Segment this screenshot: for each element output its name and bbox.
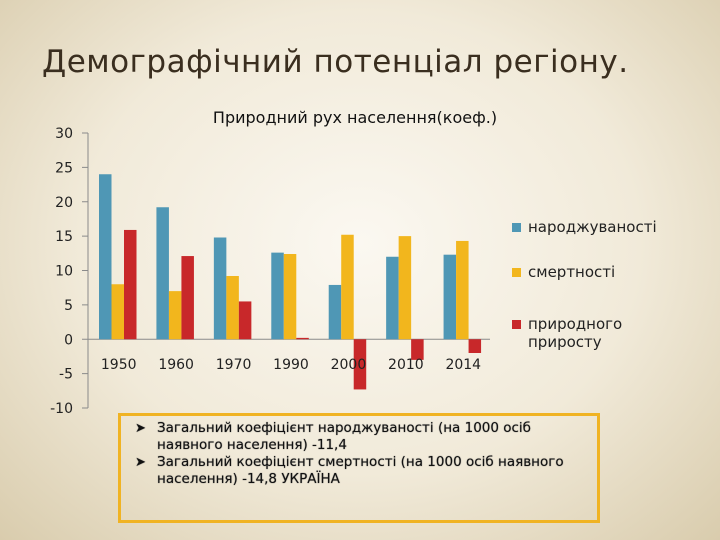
bar	[156, 207, 169, 340]
chart-legend: народжуваності смертності природного прирос…	[512, 218, 657, 351]
bar	[111, 284, 124, 340]
y-tick-label: 20	[55, 195, 73, 211]
bar	[468, 339, 482, 353]
x-category-label: 1950	[101, 357, 137, 373]
bar	[181, 256, 194, 340]
bar	[353, 339, 367, 390]
note-text: Загальний коефіцієнт народжуваності (на …	[157, 420, 532, 453]
page-title: Демографічний потенціал регіону.	[42, 44, 629, 80]
bar	[213, 237, 227, 340]
legend-swatch	[512, 223, 521, 232]
bar	[271, 252, 284, 340]
legend-swatch	[512, 320, 521, 329]
bar	[443, 254, 457, 340]
y-tick-label: 15	[55, 229, 73, 245]
x-category-label: 1990	[273, 357, 309, 373]
x-category-label: 1970	[216, 357, 252, 373]
y-tick-label: 0	[64, 332, 73, 348]
y-tick-label: 25	[55, 160, 73, 176]
legend-label: смертності	[528, 263, 615, 281]
legend-label: природного приросту	[528, 315, 622, 351]
y-tick-label: 5	[64, 298, 73, 314]
note-text: Загальний коефіцієнт смертності (на 1000…	[157, 454, 564, 487]
notes-box: ➤ Загальний коефіцієнт народжуваності (н…	[118, 413, 600, 523]
bar	[386, 256, 399, 340]
y-tick-label: 30	[55, 126, 73, 142]
y-tick-label: -5	[59, 367, 73, 383]
arrow-bullet-icon: ➤	[135, 421, 146, 436]
bar	[124, 229, 137, 340]
legend-swatch	[512, 268, 521, 277]
chart-title: Природний рух населення(коеф.)	[213, 108, 497, 127]
bar	[328, 284, 342, 340]
bar	[296, 337, 309, 340]
chart-axes: 30 25 20 15 10 5 0 -5 -10	[50, 126, 490, 417]
arrow-bullet-icon: ➤	[135, 455, 146, 470]
bar	[411, 339, 424, 360]
chart-bars	[99, 174, 482, 390]
x-category-label: 2000	[331, 357, 367, 373]
bar	[456, 240, 469, 340]
bar	[341, 234, 354, 340]
x-category-label: 2010	[388, 357, 424, 373]
legend-label: народжуваності	[528, 218, 657, 236]
bar	[168, 291, 182, 340]
note-item: ➤ Загальний коефіцієнт смертності (на 10…	[135, 454, 587, 488]
bar	[283, 254, 297, 340]
bar	[398, 236, 412, 340]
x-category-label: 2014	[445, 357, 481, 373]
bar	[99, 174, 112, 340]
bar	[226, 276, 239, 340]
bar	[238, 301, 252, 340]
note-item: ➤ Загальний коефіцієнт народжуваності (н…	[135, 420, 587, 454]
category-labels: 1950 1960 1970 1990 2000 2010 2014	[101, 357, 481, 373]
x-category-label: 1960	[158, 357, 194, 373]
y-tick-label: 10	[55, 264, 73, 280]
y-tick-label: -10	[50, 401, 73, 417]
